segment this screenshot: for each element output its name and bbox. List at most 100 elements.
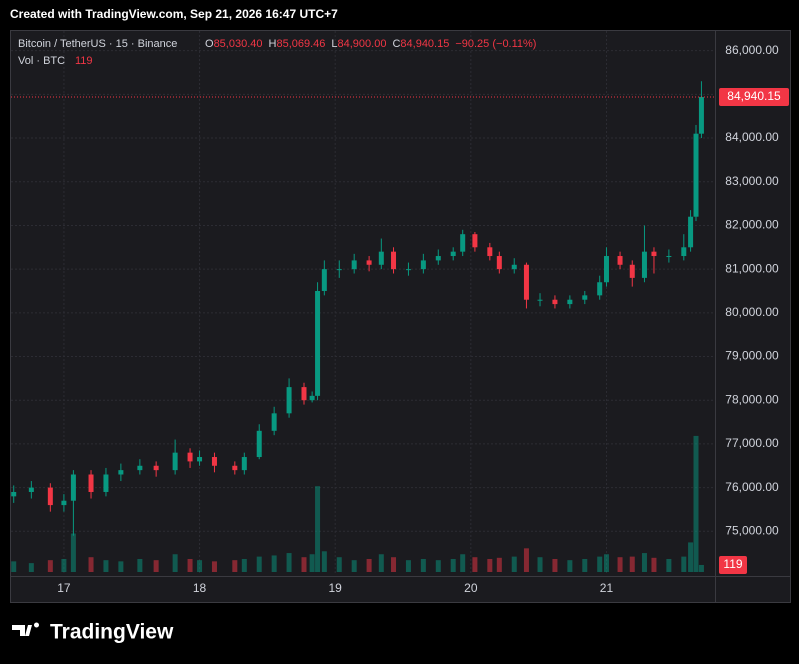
logo-icon — [12, 622, 39, 636]
volume-bar — [28, 563, 34, 572]
y-tick-label: 80,000.00 — [725, 305, 779, 319]
volume-bar — [496, 557, 502, 572]
volume-bar — [651, 557, 657, 572]
ohlc-value: 85,030.40 — [214, 38, 263, 50]
volume-bar — [118, 561, 124, 572]
x-tick-label: 21 — [600, 581, 614, 595]
candle-body — [366, 260, 372, 265]
volume-bar — [487, 558, 493, 572]
volume-bar — [321, 551, 327, 572]
volume-bar — [315, 486, 321, 572]
x-tick-label: 19 — [329, 581, 343, 595]
volume-bar — [567, 560, 573, 572]
volume-bar — [309, 554, 315, 572]
volume-value-label: 119 — [723, 557, 742, 571]
ohlc-key: H — [269, 38, 277, 50]
volume-bar — [552, 558, 558, 572]
last-price-box — [719, 87, 789, 106]
candle-body — [61, 500, 67, 506]
candle-body — [496, 256, 502, 270]
volume-bar — [232, 560, 238, 572]
candle-body — [641, 251, 647, 278]
candle-body — [511, 264, 517, 270]
volume-bar — [70, 533, 76, 572]
ohlc-key: O — [205, 38, 214, 50]
volume-bar — [301, 557, 307, 572]
candle-body — [336, 269, 342, 271]
candle-body — [172, 452, 178, 471]
volume-legend: 119 — [75, 55, 93, 67]
volume-bar — [537, 557, 543, 572]
candle-body — [450, 251, 456, 257]
volume-bar — [197, 560, 203, 572]
candle-body — [567, 299, 573, 305]
ohlc-value: 84,940.15 — [400, 38, 449, 50]
candle-body — [137, 465, 143, 471]
volume-bars — [11, 435, 704, 572]
volume-bar — [435, 560, 441, 572]
candle-body — [315, 290, 321, 396]
candle-body — [629, 264, 635, 278]
y-tick-label: 83,000.00 — [725, 174, 779, 188]
volume-bar — [582, 558, 588, 572]
candle-body — [688, 216, 694, 248]
volume-bar — [271, 555, 277, 572]
volume-bar — [366, 558, 372, 572]
y-tick-label: 81,000.00 — [725, 261, 779, 275]
candle-body — [88, 474, 94, 492]
candle-body — [552, 299, 558, 305]
volume-bar — [629, 556, 635, 572]
candle-body — [70, 474, 76, 501]
ohlc-legend: O85,030.40 H85,069.46 L84,900.00 C84,940.15… — [205, 38, 536, 50]
volume-bar — [666, 558, 672, 572]
x-tick-label: 18 — [193, 581, 207, 595]
volume-bar — [693, 435, 699, 572]
volume-bar — [61, 558, 67, 572]
candle-body — [681, 247, 687, 257]
candle-body — [698, 96, 704, 134]
volume-bar — [617, 557, 623, 572]
candle-body — [47, 487, 53, 506]
candle-body — [651, 251, 657, 257]
candle-body — [118, 470, 124, 475]
logo: TradingView — [12, 621, 174, 644]
y-tick-label: 78,000.00 — [725, 392, 779, 406]
y-tick-label: 84,000.00 — [725, 130, 779, 144]
created-note: Created with TradingView.com, Sep 21, 20… — [10, 7, 338, 21]
candle-body — [197, 457, 203, 462]
chart-panel — [10, 30, 791, 603]
candle-body — [582, 295, 588, 300]
candle-body — [472, 234, 478, 248]
volume-bar — [103, 560, 109, 572]
candle-body — [256, 430, 262, 458]
candle-body — [301, 387, 307, 401]
symbol: Bitcoin / TetherUS · 15 · Binance — [18, 38, 177, 50]
y-tick-label: 82,000.00 — [725, 218, 779, 232]
volume-bar — [351, 560, 357, 572]
candle-body — [271, 413, 277, 431]
candle-body — [460, 234, 466, 252]
volume-bar — [688, 542, 694, 572]
candle-body — [11, 491, 17, 497]
candle-body — [391, 251, 397, 270]
candle-body — [103, 474, 109, 492]
candle-body — [537, 299, 543, 301]
volume-bar — [378, 554, 384, 572]
ohlc-value: 84,900.00 — [338, 38, 387, 50]
volume-bar — [256, 556, 262, 572]
volume-value-box — [719, 555, 747, 574]
y-tick-label: 77,000.00 — [725, 436, 779, 450]
x-tick-label: 20 — [464, 581, 478, 595]
candle-body — [241, 457, 247, 471]
logo-text: TradingView — [50, 621, 174, 644]
ohlc-key: C — [392, 38, 400, 50]
volume-bar — [603, 554, 609, 572]
candle-body — [666, 256, 672, 258]
volume-bar — [286, 553, 292, 572]
ohlc-value: 85,069.46 — [276, 38, 325, 50]
volume-bar — [187, 558, 193, 572]
volume-bar — [472, 557, 478, 572]
volume-bar — [391, 557, 397, 572]
volume-bar — [641, 553, 647, 572]
